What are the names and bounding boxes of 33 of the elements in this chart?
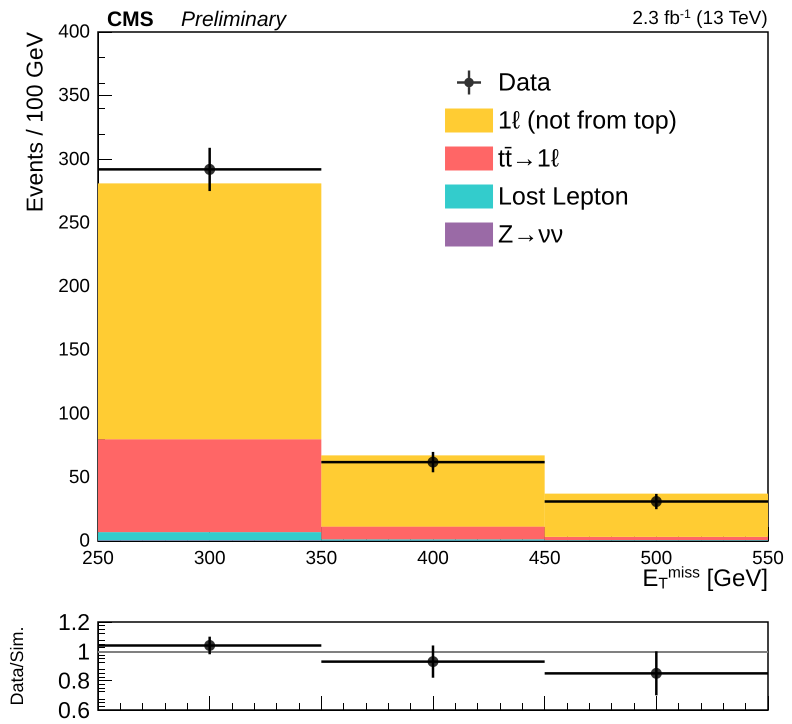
point	[204, 640, 216, 651]
y-tick-label: 50	[68, 466, 90, 488]
x-tick-label: 450	[528, 548, 561, 569]
y-tick-label: 350	[58, 85, 90, 106]
chart-subtitle: Preliminary	[181, 8, 288, 31]
y-axis-title: Events / 100 GeV	[22, 31, 48, 212]
legend-label: Z→νν	[498, 220, 564, 248]
x-tick-label: 400	[417, 548, 449, 569]
y-tick-label: 400	[58, 22, 90, 42]
y-tick-label: 200	[58, 276, 90, 297]
y-tick-label: 0.8	[58, 668, 90, 694]
point	[428, 456, 438, 468]
y-tick-label: 100	[58, 403, 90, 424]
point	[650, 496, 662, 508]
x-tick-label: 300	[194, 548, 226, 569]
bar	[98, 183, 322, 440]
y-tick-label: 0.6	[58, 697, 90, 723]
legend-label: Lost Lepton	[498, 182, 629, 210]
y-axis-title: Data/Sim.	[7, 626, 27, 706]
y-tick-label: 1.2	[58, 609, 90, 635]
legend-label: Data	[498, 68, 551, 96]
chart-title: CMS	[107, 8, 154, 31]
y-tick-label: 0	[79, 530, 90, 552]
point	[204, 164, 216, 175]
point	[650, 668, 662, 679]
legend-label: 1ℓ (not from top)	[498, 106, 678, 134]
x-tick-label: 350	[305, 548, 338, 569]
y-tick-label: 1	[77, 638, 90, 664]
y-tick-label: 300	[58, 148, 90, 170]
legend-label: tt̄→1ℓ	[498, 144, 559, 172]
y-tick-label: 250	[58, 212, 90, 234]
y-tick-label: 150	[58, 340, 90, 361]
point	[428, 656, 438, 668]
